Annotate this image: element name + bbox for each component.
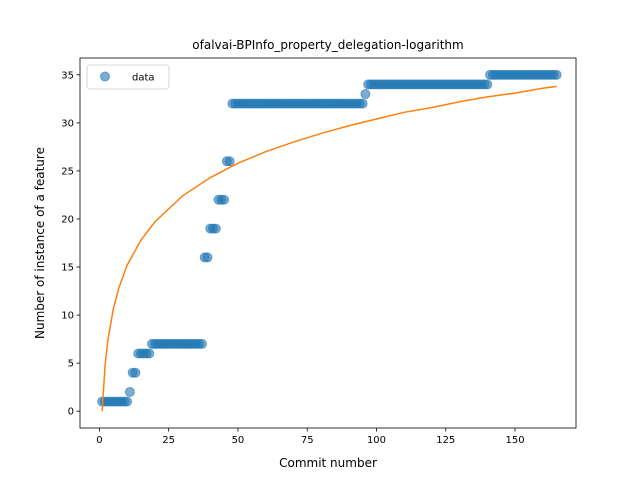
y-tick-label: 20 [61, 214, 74, 225]
data-point [144, 348, 155, 359]
y-tick-label: 0 [68, 407, 74, 418]
x-tick-label: 25 [162, 435, 175, 446]
x-tick-label: 0 [96, 435, 102, 446]
y-tick-label: 5 [68, 359, 74, 370]
axes-frame [79, 57, 577, 429]
x-tick-label: 125 [436, 435, 455, 446]
data-point [482, 79, 493, 90]
data-point [551, 69, 562, 80]
data-point [202, 252, 213, 263]
legend: data [86, 64, 170, 90]
y-tick-label: 25 [61, 166, 74, 177]
y-tick-label: 30 [61, 118, 74, 129]
data-point [357, 98, 368, 109]
data-point [224, 156, 235, 167]
data-point [124, 386, 135, 397]
legend-label-data: data [132, 73, 155, 84]
y-axis: 0 5 10 15 20 25 30 35 [61, 70, 80, 418]
data-point [219, 194, 230, 205]
y-axis-label: Number of instance of a feature [33, 147, 47, 339]
legend-box [86, 64, 170, 90]
chart-title: ofalvai-BPInfo_property_delegation-logar… [192, 38, 463, 52]
x-axis-label: Commit number [279, 456, 377, 470]
fit-line [101, 85, 557, 412]
data-point [196, 338, 207, 349]
x-tick-label: 75 [301, 435, 314, 446]
data-point [360, 89, 371, 100]
legend-marker-data [100, 71, 110, 82]
y-tick-label: 35 [61, 70, 74, 81]
data-marks [97, 69, 562, 412]
data-point [210, 223, 221, 234]
y-tick-label: 15 [61, 263, 74, 274]
x-axis: 0 25 50 75 100 125 150 [96, 428, 525, 446]
x-tick-label: 150 [505, 435, 524, 446]
plot-area [79, 57, 577, 429]
data-point [130, 367, 141, 378]
x-tick-label: 50 [232, 435, 245, 446]
data-point [122, 396, 133, 407]
x-tick-label: 100 [367, 435, 386, 446]
y-tick-label: 10 [61, 311, 74, 322]
